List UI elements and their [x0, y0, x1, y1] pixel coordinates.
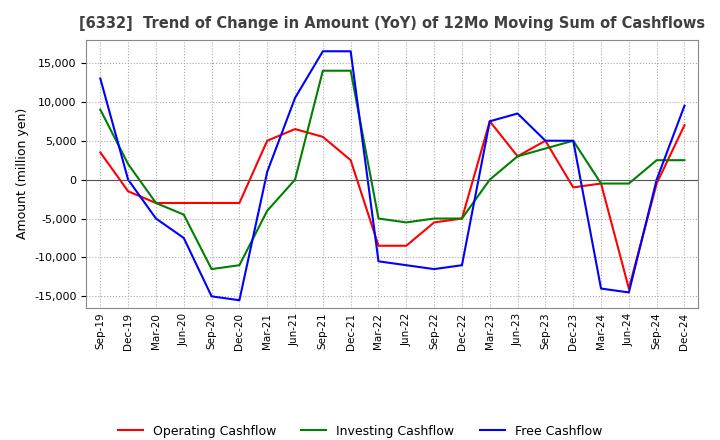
Operating Cashflow: [235, 200, 243, 205]
Line: Investing Cashflow: Investing Cashflow: [100, 71, 685, 269]
Operating Cashflow: [430, 220, 438, 225]
Legend: Operating Cashflow, Investing Cashflow, Free Cashflow: Operating Cashflow, Investing Cashflow, …: [113, 420, 607, 440]
Free Cashflow: [374, 259, 383, 264]
Operating Cashflow: [458, 216, 467, 221]
Free Cashflow: [485, 119, 494, 124]
Investing Cashflow: [96, 107, 104, 112]
Operating Cashflow: [318, 134, 327, 139]
Operating Cashflow: [263, 138, 271, 143]
Investing Cashflow: [152, 200, 161, 205]
Free Cashflow: [152, 216, 161, 221]
Operating Cashflow: [291, 126, 300, 132]
Free Cashflow: [318, 49, 327, 54]
Investing Cashflow: [124, 161, 132, 167]
Free Cashflow: [624, 290, 633, 295]
Investing Cashflow: [597, 181, 606, 186]
Operating Cashflow: [207, 200, 216, 205]
Operating Cashflow: [96, 150, 104, 155]
Operating Cashflow: [346, 158, 355, 163]
Investing Cashflow: [485, 177, 494, 182]
Free Cashflow: [430, 267, 438, 272]
Line: Free Cashflow: Free Cashflow: [100, 51, 685, 300]
Operating Cashflow: [152, 200, 161, 205]
Line: Operating Cashflow: Operating Cashflow: [100, 121, 685, 289]
Investing Cashflow: [291, 177, 300, 182]
Free Cashflow: [124, 177, 132, 182]
Free Cashflow: [458, 263, 467, 268]
Free Cashflow: [346, 49, 355, 54]
Investing Cashflow: [402, 220, 410, 225]
Free Cashflow: [680, 103, 689, 108]
Free Cashflow: [513, 111, 522, 116]
Investing Cashflow: [680, 158, 689, 163]
Operating Cashflow: [652, 181, 661, 186]
Operating Cashflow: [624, 286, 633, 291]
Free Cashflow: [96, 76, 104, 81]
Investing Cashflow: [624, 181, 633, 186]
Free Cashflow: [291, 95, 300, 101]
Free Cashflow: [541, 138, 550, 143]
Investing Cashflow: [263, 208, 271, 213]
Free Cashflow: [263, 169, 271, 175]
Investing Cashflow: [235, 263, 243, 268]
Investing Cashflow: [513, 154, 522, 159]
Operating Cashflow: [680, 122, 689, 128]
Investing Cashflow: [207, 267, 216, 272]
Investing Cashflow: [346, 68, 355, 73]
Free Cashflow: [597, 286, 606, 291]
Investing Cashflow: [318, 68, 327, 73]
Free Cashflow: [235, 297, 243, 303]
Free Cashflow: [179, 235, 188, 241]
Operating Cashflow: [541, 138, 550, 143]
Operating Cashflow: [569, 185, 577, 190]
Investing Cashflow: [652, 158, 661, 163]
Operating Cashflow: [402, 243, 410, 249]
Investing Cashflow: [179, 212, 188, 217]
Investing Cashflow: [374, 216, 383, 221]
Operating Cashflow: [513, 154, 522, 159]
Operating Cashflow: [179, 200, 188, 205]
Free Cashflow: [569, 138, 577, 143]
Free Cashflow: [402, 263, 410, 268]
Investing Cashflow: [430, 216, 438, 221]
Investing Cashflow: [541, 146, 550, 151]
Free Cashflow: [652, 177, 661, 182]
Operating Cashflow: [485, 119, 494, 124]
Title: [6332]  Trend of Change in Amount (YoY) of 12Mo Moving Sum of Cashflows: [6332] Trend of Change in Amount (YoY) o…: [79, 16, 706, 32]
Investing Cashflow: [458, 216, 467, 221]
Operating Cashflow: [124, 189, 132, 194]
Operating Cashflow: [597, 181, 606, 186]
Investing Cashflow: [569, 138, 577, 143]
Operating Cashflow: [374, 243, 383, 249]
Y-axis label: Amount (million yen): Amount (million yen): [16, 108, 29, 239]
Free Cashflow: [207, 293, 216, 299]
